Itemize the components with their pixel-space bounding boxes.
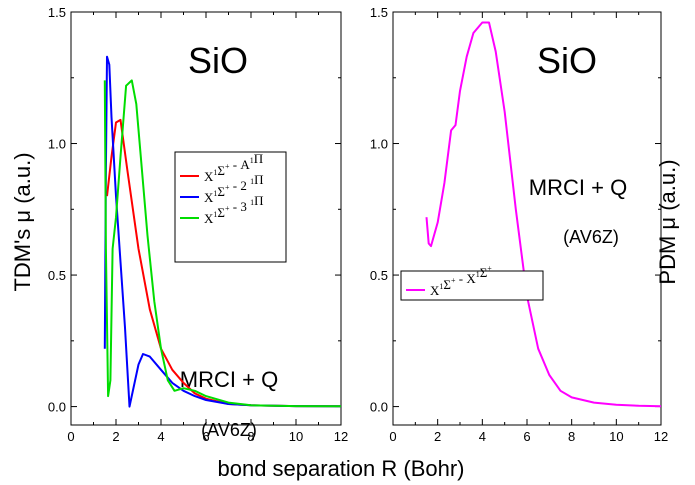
legend-entry: X1Σ+ - 2 1Π [204,172,263,205]
legend-text: - X [455,271,476,286]
shared-x-axis-label: bond separation R (Bohr) [217,456,464,481]
x-tick-label: 8 [568,429,575,444]
legend-text: X [204,211,214,226]
x-tick-label: 0 [389,429,396,444]
y-tick-label: 1.0 [370,137,388,152]
basis-annotation: (AV6Z) [201,420,257,440]
legend-text: - 3 [229,199,250,214]
series-line-2 [103,55,341,408]
y-tick-label: 0.5 [370,268,388,283]
legend-entry: X1Σ+ - X1Σ+ [430,264,492,298]
legend-text: Π [254,172,263,187]
legend-superscript: 1 [213,168,217,177]
x-tick-label: 8 [247,429,254,444]
legend-superscript: + [225,204,230,213]
legend-text: X [430,283,440,298]
panel-title: SiO [188,40,248,81]
x-tick-label: 10 [289,429,303,444]
y-tick-label: 0.5 [48,268,66,283]
y-axis-label: PDM μ (a.u.) [655,159,680,284]
method-annotation: MRCI + Q [529,175,627,200]
y-tick-label: 1.5 [370,5,388,20]
x-tick-label: 10 [609,429,623,444]
series-line-1 [425,21,661,408]
legend-text: Π [254,151,263,166]
right-panel-pdm: 0 2 4 6 8 10 12 0.0 0.5 1.0 1.5 PDM μ (a.u.) SiO MRCI… [370,5,680,444]
legend-entry: X1Σ+ - 3 1Π [204,193,263,226]
x-tick-label: 4 [479,429,486,444]
left-panel-tdm: 0 2 4 6 8 10 12 0.0 0.5 1.0 1.5 TDM's μ (a.u.) SiO MR… [10,5,348,444]
series-line-3 [103,79,341,408]
y-tick-label: 1.0 [48,137,66,152]
legend-entry: X1Σ+ - A1Π [204,151,263,184]
legend-superscript: 1 [476,270,480,279]
y-axis-label: TDM's μ (a.u.) [10,152,35,291]
panel-title: SiO [537,40,597,81]
legend-superscript: 1 [439,282,443,291]
legend-superscript: + [225,183,230,192]
legend-superscript: 1 [250,177,254,186]
legend-text: X [204,169,214,184]
y-tick-label: 0.0 [48,400,66,415]
legend-text: Σ [217,184,225,199]
legend-superscript: 1 [250,156,254,165]
legend: X1Σ+ - X1Σ+ [400,264,544,301]
legend-text: Σ [217,163,225,178]
x-tick-label: 4 [157,429,164,444]
y-tick-label: 1.5 [48,5,66,20]
legend-superscript: 1 [213,189,217,198]
x-tick-label: 0 [67,429,74,444]
x-tick-label: 12 [654,429,668,444]
legend-superscript: 1 [213,210,217,219]
legend-text: Σ [217,205,225,220]
legend-box [400,270,544,301]
legend-superscript: + [451,276,456,285]
legend-box [174,151,287,263]
x-tick-label: 2 [112,429,119,444]
legend-superscript: + [225,162,230,171]
legend-text: Σ [443,277,451,292]
basis-annotation: (AV6Z) [563,227,619,247]
legend-superscript: 1 [250,198,254,207]
legend-text: - 2 [229,178,250,193]
legend-text: - A [229,157,250,172]
legend-superscript: + [487,264,492,273]
plot-frame [392,11,662,426]
y-tick-label: 0.0 [370,400,388,415]
legend-text: Π [254,193,263,208]
legend-text: Σ [480,265,488,280]
x-tick-label: 2 [434,429,441,444]
method-annotation: MRCI + Q [180,367,278,392]
x-tick-label: 6 [202,429,209,444]
x-tick-label: 12 [334,429,348,444]
x-tick-label: 6 [523,429,530,444]
legend-text: X [204,190,214,205]
